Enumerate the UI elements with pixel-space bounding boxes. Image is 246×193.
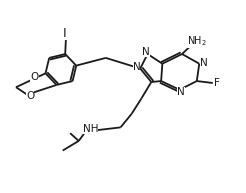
Text: F: F: [214, 78, 220, 88]
Text: O: O: [30, 72, 39, 82]
Text: N: N: [142, 47, 150, 57]
Text: N: N: [133, 62, 140, 72]
Text: N: N: [177, 87, 185, 97]
Text: O: O: [26, 91, 34, 101]
Text: NH$_2$: NH$_2$: [187, 34, 207, 48]
Text: N: N: [200, 58, 207, 68]
Text: I: I: [63, 27, 66, 40]
Text: NH: NH: [83, 124, 98, 134]
